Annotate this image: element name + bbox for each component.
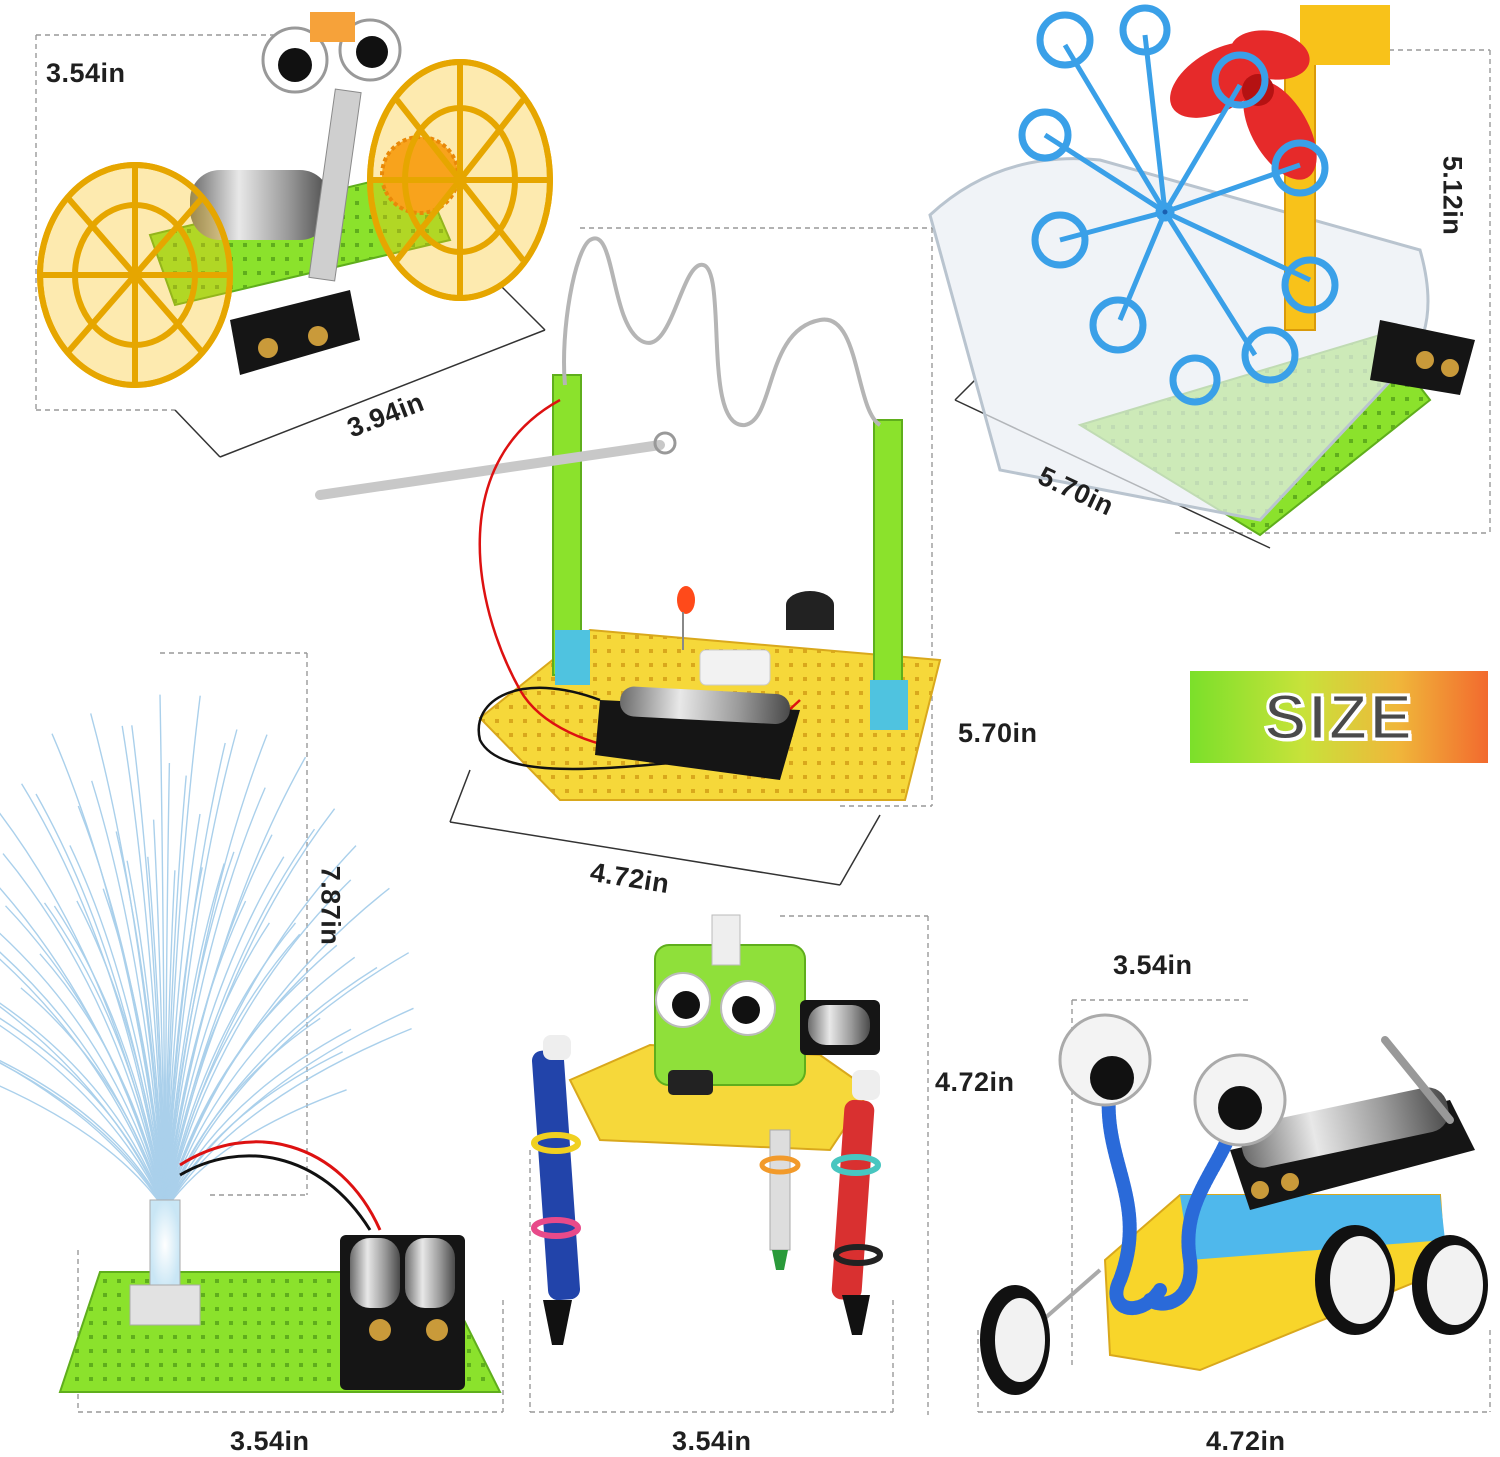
fiber-strand	[164, 787, 266, 1211]
fiber-strand	[20, 987, 166, 1211]
fiber-strand	[164, 756, 307, 1211]
fiber-strand	[0, 1002, 166, 1211]
eyed-car-height-label: 3.54in	[1113, 950, 1193, 980]
fiber-strand	[53, 905, 166, 1211]
fiber-strand	[43, 902, 166, 1211]
size-badge: SIZE	[1190, 671, 1488, 763]
wheel-robot-height-label: 3.54in	[46, 58, 126, 88]
eyed-car-dimension-lines	[977, 999, 1491, 1413]
fiber-strand	[0, 1017, 166, 1211]
eyed-car-length-label: 4.72in	[1206, 1426, 1286, 1456]
drawing-robot-dimension-lines	[529, 915, 929, 1415]
buzz-wire-dimension-lines	[580, 227, 933, 807]
fiber-strand	[164, 695, 201, 1211]
fiber-strand	[164, 956, 356, 1211]
yellow-wheel-right	[367, 59, 553, 301]
drawing-robot-length-label: 3.54in	[672, 1426, 752, 1456]
fiber-strand	[76, 900, 166, 1211]
wheel-robot-image	[35, 12, 553, 458]
fiber-strand	[164, 742, 226, 1211]
fiber-strand	[164, 845, 357, 1211]
buzz-wire-height-label: 5.70in	[958, 718, 1038, 748]
wheel-robot-dimension-lines	[35, 34, 300, 411]
fiber-strand	[91, 780, 166, 1211]
fiber-strand	[102, 888, 166, 1211]
bubble-machine-height-label: 5.12in	[1437, 155, 1468, 236]
fiber-strand	[164, 762, 171, 1211]
fiber-strand	[69, 845, 166, 1211]
bubble-wand-wheel	[1018, 4, 1339, 406]
fiber-strand	[0, 1005, 166, 1211]
fiber-strand	[164, 1027, 412, 1211]
fiber-strand	[4, 905, 166, 1211]
eyed-car-image	[977, 999, 1491, 1413]
fiber-lamp-length-label: 3.54in	[230, 1426, 310, 1456]
yellow-wheel-left	[37, 162, 233, 388]
buzz-wire-image	[315, 227, 942, 886]
fiber-strand	[164, 1051, 344, 1211]
drawing-robot-height-label: 4.72in	[935, 1067, 1015, 1097]
fiber-strand	[164, 856, 285, 1211]
fiber-strand	[164, 828, 316, 1211]
fiber-strand	[164, 808, 336, 1211]
fiber-strand	[164, 734, 268, 1211]
fiber-strand	[0, 1062, 166, 1211]
fiber-strand	[0, 887, 166, 1211]
fiber-strand	[0, 1059, 166, 1211]
size-badge-text: SIZE	[1262, 680, 1415, 755]
fiber-strand	[121, 725, 166, 1211]
fiber-strand	[164, 1007, 414, 1211]
fiber-strand	[0, 1061, 166, 1211]
fiber-strand	[164, 887, 390, 1211]
fiber-strand	[159, 694, 166, 1211]
fiber-strand	[39, 953, 166, 1211]
fiber-strand	[164, 1028, 352, 1211]
fiber-strand	[131, 725, 166, 1211]
fiber-strand	[164, 879, 352, 1211]
drawing-robot-image	[529, 914, 929, 1415]
fiber-strand	[0, 1085, 166, 1211]
fiber-lamp-height-label: 7.87in	[315, 865, 346, 946]
fiber-strands	[0, 694, 414, 1211]
fiber-strand	[164, 1089, 347, 1211]
fiber-strand	[0, 932, 166, 1211]
fiber-strand	[164, 952, 410, 1211]
bubble-machine-image	[928, 4, 1491, 549]
red-fan	[1170, 30, 1317, 180]
fiber-lamp-image	[0, 652, 504, 1413]
fiber-strand	[164, 729, 238, 1211]
fiber-strand	[0, 1024, 166, 1211]
fiber-strand	[2, 853, 166, 1211]
bubble-machine-dimension-lines	[1175, 49, 1491, 534]
